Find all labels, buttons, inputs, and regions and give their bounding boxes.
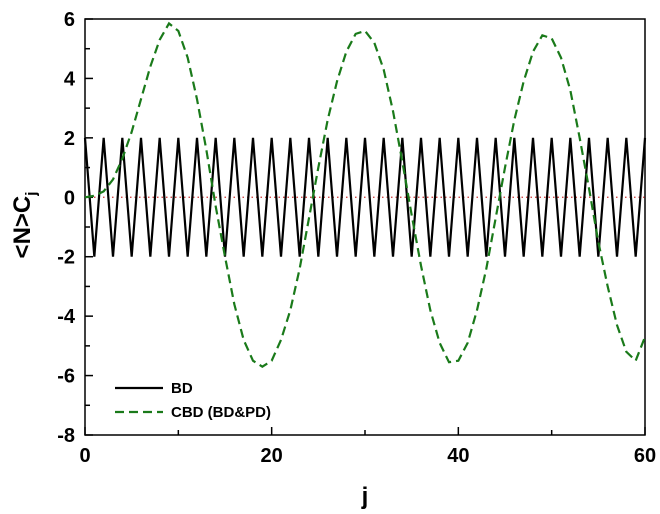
- series-line-bd: [83, 137, 647, 257]
- plot-frame: [84, 18, 646, 436]
- legend: BD CBD (BD&PD): [115, 380, 271, 421]
- legend-label-cbd: CBD (BD&PD): [171, 404, 271, 421]
- y-tick-label: -6: [57, 366, 75, 388]
- y-tick-label: -4: [57, 306, 76, 328]
- y-tick-label: -8: [57, 425, 75, 447]
- y-tick-label: 2: [64, 128, 75, 150]
- tick-labels: 0 20 40 60 -8 -6 -4 -2 0 2 4 6: [57, 9, 656, 467]
- x-tick-label: 20: [261, 445, 283, 467]
- x-tick-label: 60: [634, 445, 656, 467]
- y-tick-label: -2: [57, 247, 75, 269]
- x-tick-label: 0: [79, 445, 90, 467]
- axes: [84, 18, 646, 436]
- y-axis-title-main: <N>C: [9, 196, 36, 259]
- legend-label-bd: BD: [171, 380, 193, 397]
- y-tick-label: 4: [64, 68, 76, 90]
- y-tick-label: 0: [64, 187, 75, 209]
- x-axis-title: j: [361, 483, 369, 510]
- chart-marks: [83, 21, 647, 368]
- y-axis-title-subscript: j: [23, 192, 40, 197]
- x-tick-label: 40: [447, 445, 469, 467]
- series-line-cbd: [84, 21, 647, 368]
- y-tick-label: 6: [64, 9, 75, 31]
- y-axis-title: <N>Cj: [9, 192, 40, 259]
